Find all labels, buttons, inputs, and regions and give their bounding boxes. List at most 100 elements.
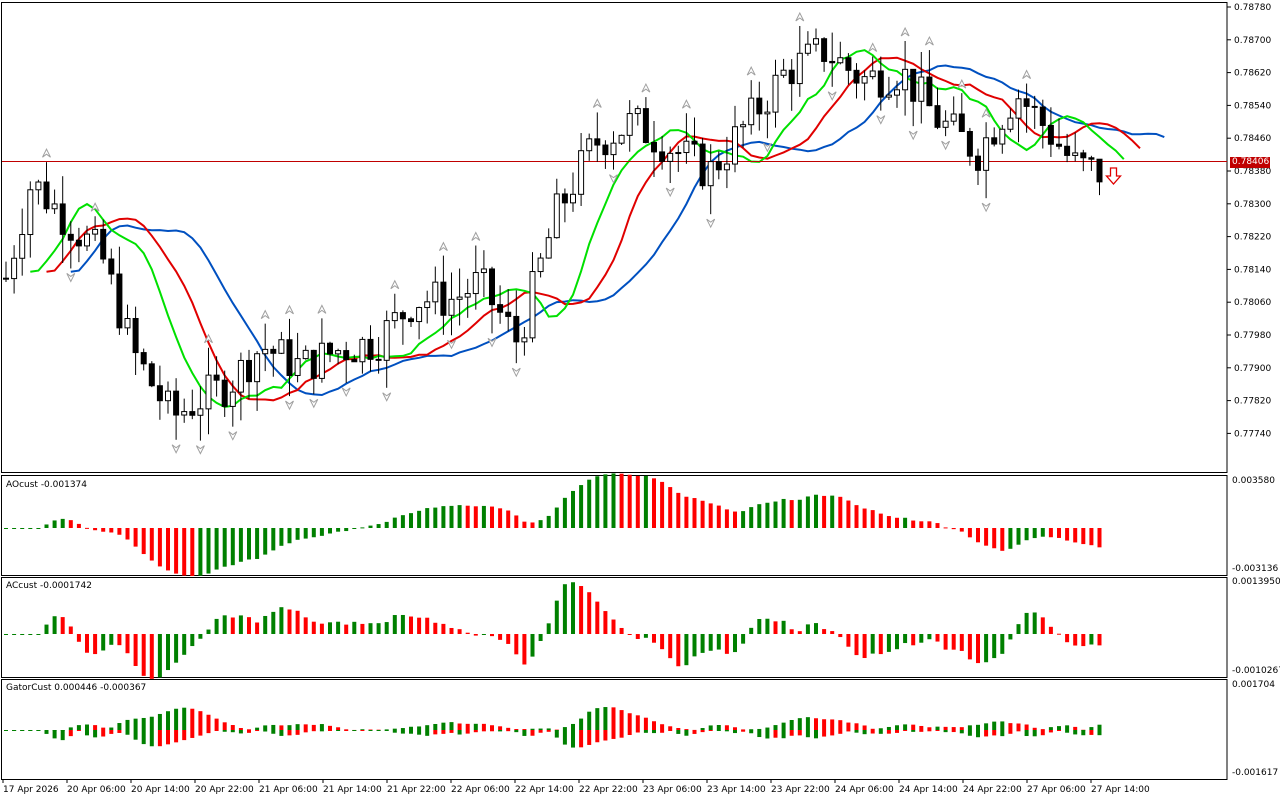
ao-histogram-bar <box>498 508 503 528</box>
candle-body <box>165 390 171 402</box>
ac-histogram-bar <box>733 634 737 653</box>
ao-histogram-bar <box>571 490 575 528</box>
gator-lower-bar <box>498 730 503 732</box>
candle-body <box>861 76 868 84</box>
ao-histogram-bar <box>627 474 632 528</box>
ac-histogram-bar <box>12 634 17 635</box>
ac-histogram-bar <box>903 634 908 644</box>
fractal-up-icon <box>641 82 651 93</box>
ac-histogram-bar <box>1040 617 1045 634</box>
ac-histogram-bar <box>4 634 8 635</box>
gator-upper-bar <box>781 722 786 730</box>
ac-histogram-bar <box>781 620 786 634</box>
gator-upper-bar <box>214 718 219 730</box>
gator-lower-bar <box>68 730 73 737</box>
candle-body <box>399 312 406 320</box>
gator-lower-bar <box>1065 730 1070 733</box>
ao-histogram-bar <box>190 528 195 577</box>
ac-histogram-bar <box>562 584 567 634</box>
ac-histogram-bar <box>85 634 89 653</box>
ao-histogram-bar <box>328 528 332 534</box>
gator-lower-bar <box>668 730 673 731</box>
candle-body <box>780 69 787 76</box>
gator-upper-bar <box>141 717 146 730</box>
gator-lower-bar <box>830 730 835 736</box>
ao-histogram-bar <box>238 528 243 562</box>
ac-histogram-bar <box>1057 633 1061 635</box>
candle-body <box>367 338 374 360</box>
gator-lower-bar <box>141 730 146 745</box>
fractal-up-icon <box>924 35 934 46</box>
fractal-up-icon <box>42 148 51 158</box>
gator-lower-bar <box>838 730 843 734</box>
gator-lower-bar <box>336 730 341 731</box>
candle-body <box>84 233 90 247</box>
ac-histogram-bar <box>878 634 883 655</box>
gator-lower-bar <box>1081 730 1086 736</box>
gator-lower-bar <box>1040 730 1045 736</box>
gator-upper-bar <box>611 707 616 730</box>
ao-histogram-bar <box>587 479 592 528</box>
candle-body <box>67 233 74 241</box>
ao-histogram-bar <box>384 521 389 528</box>
candle-body <box>553 193 560 239</box>
candle-body <box>408 318 414 323</box>
ac-histogram-bar <box>311 621 316 634</box>
gator-lower-bar <box>457 730 462 735</box>
ao-histogram-bar <box>967 528 972 538</box>
gator-lower-bar <box>198 730 203 736</box>
gator-lower-bar <box>400 730 405 734</box>
ao-histogram-bar <box>733 511 737 528</box>
ao-histogram-bar <box>619 473 624 528</box>
gator-lower-bar <box>886 730 891 734</box>
ac-histogram-bar <box>992 634 997 659</box>
ac-histogram-bar <box>1081 634 1086 647</box>
candle-body <box>197 408 204 416</box>
ac-histogram-bar <box>741 634 746 644</box>
ac-histogram-bar <box>643 634 648 638</box>
ao-histogram-bar <box>886 516 891 528</box>
ac-histogram-bar <box>157 634 162 678</box>
gator-upper-bar <box>814 718 818 730</box>
ac-histogram-bar <box>368 623 373 634</box>
gator-upper-bar <box>465 723 470 730</box>
ac-histogram-bar <box>271 611 276 634</box>
ao-histogram-bar <box>1048 528 1053 538</box>
ac-histogram-bar <box>473 634 478 636</box>
gator-lower-bar <box>425 730 430 736</box>
gator-lower-bar <box>360 730 365 731</box>
gator-lower-bar <box>976 730 980 738</box>
gator-lower-bar <box>352 730 357 731</box>
gator-upper-bar <box>571 723 575 730</box>
ac-histogram-bar <box>830 631 835 634</box>
gator-upper-bar <box>409 726 413 730</box>
candle-body <box>1072 152 1079 156</box>
price-level-label: 0.77980 <box>1234 331 1271 341</box>
ac-histogram-bar <box>652 634 656 643</box>
price-level-label: 0.77900 <box>1234 364 1271 374</box>
ao-histogram-bar <box>20 528 25 529</box>
ac-histogram-bar <box>579 586 584 634</box>
ao-histogram-bar <box>206 528 211 574</box>
candle-body <box>1056 143 1062 147</box>
ac-histogram-bar <box>1097 634 1102 646</box>
ao-histogram-bar <box>660 481 665 528</box>
fractal-up-icon <box>317 304 327 314</box>
candle-body <box>586 138 593 152</box>
candle-body <box>92 228 99 235</box>
ac-histogram-bar <box>28 634 33 635</box>
ao-histogram-bar <box>595 476 600 528</box>
gator-lower-bar <box>724 730 729 732</box>
ac-histogram-bar <box>886 634 891 652</box>
gator-upper-bar <box>562 727 567 730</box>
ac-histogram-bar <box>1032 612 1037 634</box>
gator-lower-bar <box>652 730 656 734</box>
candle-body <box>375 358 382 361</box>
candle-body <box>683 140 690 154</box>
candle-body <box>1007 117 1014 130</box>
ac-histogram-bar <box>182 634 187 655</box>
candle-body <box>327 342 333 355</box>
ac-panel <box>1 577 1228 678</box>
candle-body <box>667 152 674 162</box>
